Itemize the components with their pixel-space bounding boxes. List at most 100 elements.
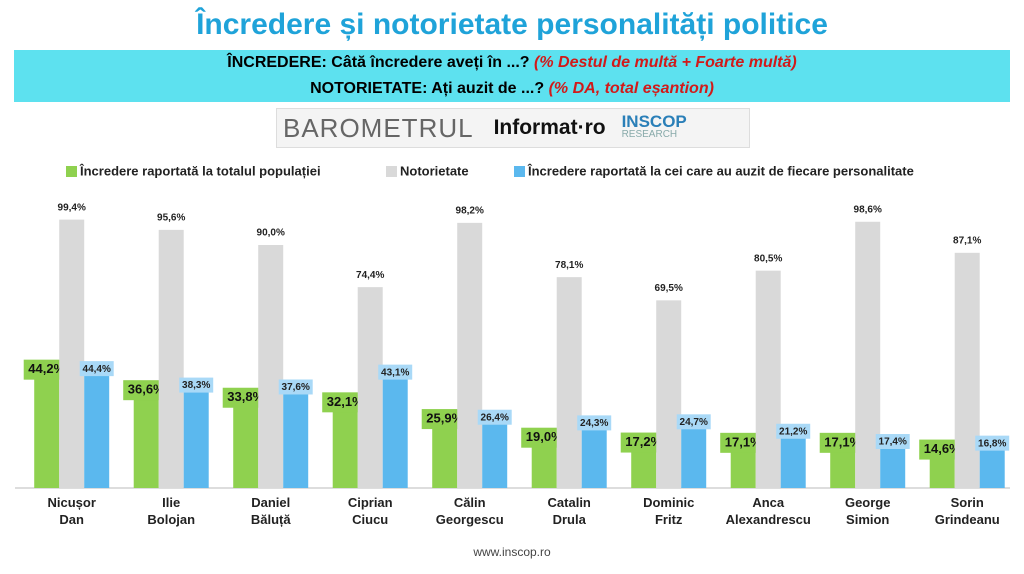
legend-label: Încredere raportată la totalul populație… (79, 163, 321, 178)
x-tick-label: Catalin Drula (548, 495, 591, 527)
label-line: Alexandrescu (726, 512, 811, 527)
value-label: 26,4% (481, 412, 509, 423)
label-line: Nicușor (48, 495, 96, 510)
label-box (123, 380, 170, 401)
label-box (477, 409, 512, 425)
label-box (421, 409, 468, 430)
label-box (23, 359, 70, 380)
note: (% Destul de multă + Foarte multă) (534, 54, 797, 71)
label-box (919, 439, 966, 460)
label-line: Dominic (643, 495, 694, 510)
label-line: Ilie (162, 495, 180, 510)
title: Încredere și notorietate personalități p… (196, 8, 828, 41)
bar (158, 229, 184, 488)
bar (133, 389, 159, 488)
label-line: Georgescu (436, 512, 504, 527)
legend-swatch (514, 166, 525, 177)
value-label: 17,2% (625, 434, 662, 449)
x-tick-label: Nicușor Dan (48, 495, 96, 527)
label-line: Ciprian (348, 495, 393, 510)
label-line: Dan (59, 512, 84, 527)
label-box (975, 435, 1010, 451)
value-label: 90,0% (257, 228, 285, 239)
label-line: George (845, 495, 891, 510)
label-box (676, 414, 711, 430)
bar (681, 421, 707, 488)
value-label: 78,1% (555, 260, 583, 271)
x-tick-label: Ilie Bolojan (147, 495, 195, 527)
value-label: 24,7% (680, 417, 708, 428)
x-tick-label: Călin Georgescu (436, 495, 504, 527)
value-label: 99,4% (58, 202, 86, 213)
note: (% DA, total eșantion) (548, 80, 714, 97)
bar (954, 252, 980, 488)
value-label: 17,1% (824, 434, 861, 449)
value-label: 95,6% (157, 213, 185, 224)
legend-label: Încredere raportată la cei care au auzit… (527, 163, 914, 178)
question-band: ÎNCREDERE: Câtă încredere aveți în ...? … (14, 50, 1010, 102)
value-label: 19,0% (526, 429, 563, 444)
label-line: Grindeanu (935, 512, 1000, 527)
label-box (322, 392, 369, 413)
bar (581, 422, 607, 488)
lead: ÎNCREDERE: Câtă încredere aveți în ...? (227, 54, 535, 71)
label-line: Călin (454, 495, 486, 510)
bar (357, 287, 383, 488)
value-label: 69,5% (655, 283, 683, 294)
label-box (720, 432, 767, 453)
value-label: 44,4% (83, 364, 111, 375)
value-label: 21,2% (779, 426, 807, 437)
value-label: 33,8% (227, 389, 264, 404)
label-line: Anca (752, 495, 785, 510)
bar (432, 418, 458, 488)
value-label: 25,9% (426, 411, 463, 426)
label-box (577, 415, 612, 431)
bar (59, 219, 85, 488)
x-tick-label: Sorin Grindeanu (935, 495, 1000, 527)
value-label: 44,2% (28, 361, 65, 376)
question-line: NOTORIETATE: Ați auzit de ...? (% DA, to… (14, 76, 1010, 102)
footer: www.inscop.ro (473, 545, 551, 559)
bar (556, 277, 582, 488)
logos: BAROMETRUL Informat·ro INSCOP RESEARCH (276, 108, 750, 148)
value-label: 98,2% (456, 206, 484, 217)
bar (382, 371, 408, 488)
value-label: 14,6% (924, 441, 961, 456)
bar (755, 270, 781, 488)
bar (332, 401, 358, 488)
x-tick-label: Ciprian Ciucu (348, 495, 393, 527)
bar (34, 368, 60, 488)
value-label: 38,3% (182, 380, 210, 391)
bar (258, 245, 284, 488)
label-line: Daniel (251, 495, 290, 510)
label-box (378, 364, 413, 380)
value-label: 24,3% (580, 418, 608, 429)
legend-label: Notorietate (400, 163, 469, 178)
bar (283, 386, 309, 488)
x-tick-label: George Simion (845, 495, 891, 527)
value-label: 17,4% (879, 437, 907, 448)
x-tick-label: Anca Alexandrescu (726, 495, 811, 527)
label-line: Fritz (655, 512, 683, 527)
label-line: Catalin (548, 495, 591, 510)
value-label: 87,1% (953, 235, 981, 246)
logo: BAROMETRUL (283, 112, 474, 143)
value-label: 37,6% (282, 382, 310, 393)
bar (780, 430, 806, 488)
logo: INSCOP RESEARCH (622, 113, 687, 141)
value-label: 80,5% (754, 253, 782, 264)
value-label: 17,1% (725, 434, 762, 449)
value-label: 98,6% (854, 204, 882, 215)
label-box (875, 434, 910, 450)
lead: NOTORIETATE: Ați auzit de ...? (310, 80, 549, 97)
x-tick-label: Dominic Fritz (643, 495, 694, 527)
label-box (179, 377, 214, 393)
label-line: Ciucu (352, 512, 388, 527)
bar (457, 222, 483, 489)
bar (183, 384, 209, 488)
label-box (620, 432, 667, 453)
question-line: ÎNCREDERE: Câtă încredere aveți în ...? … (14, 50, 1010, 76)
label-box (819, 432, 866, 453)
bar (656, 300, 682, 488)
